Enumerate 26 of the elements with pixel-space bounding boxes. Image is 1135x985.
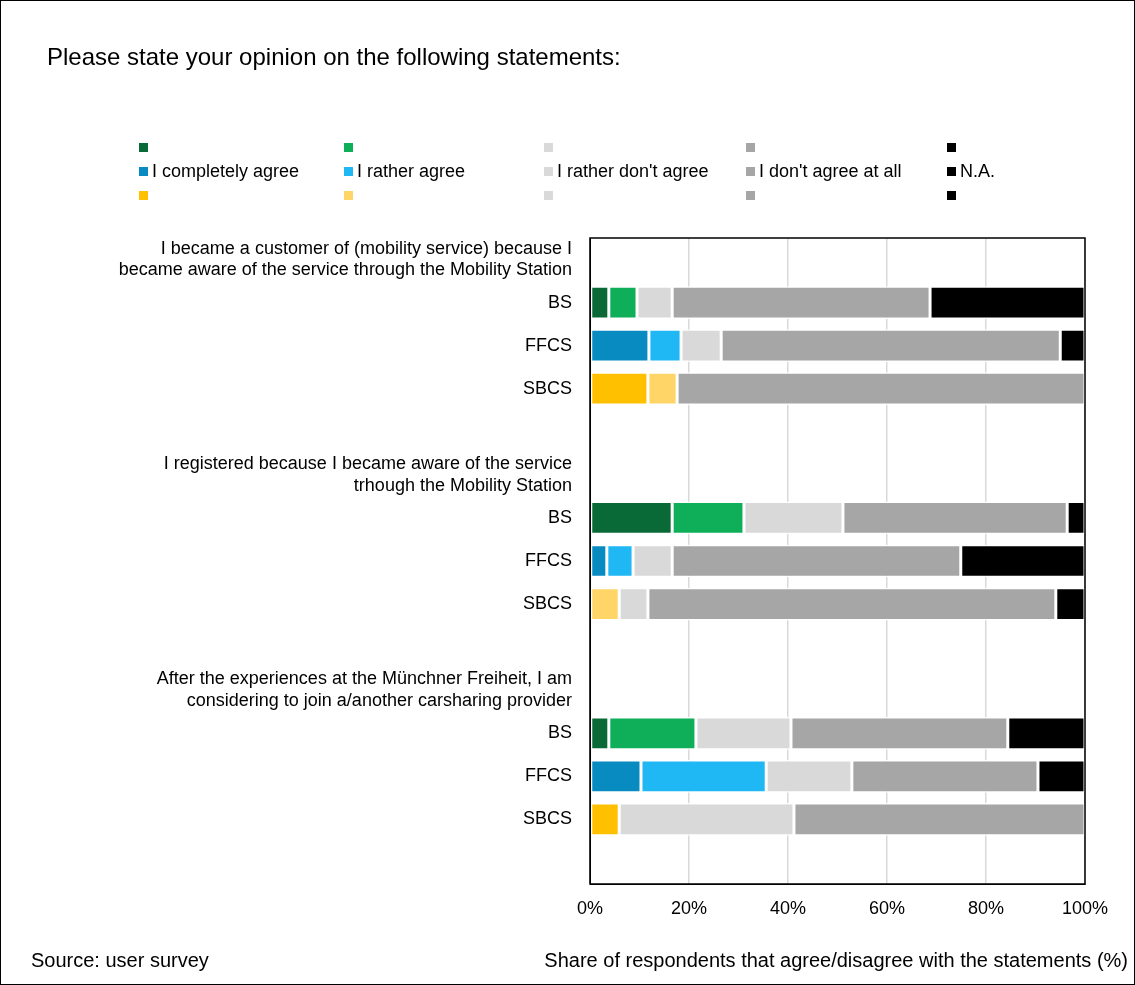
y-tick-label: I became a customer of (mobility service) because I became aware of the service through the Mobility Station xyxy=(118,237,572,280)
y-tick-label: FFCS xyxy=(525,334,572,355)
text: Please state your opinion on the following statements: xyxy=(47,43,621,71)
x-axis-title: Share of respondents that agree/disagree with the statements (%) xyxy=(544,949,1128,972)
y-tick-label: SBCS xyxy=(522,593,572,614)
x-tick-label: 60% xyxy=(868,897,906,918)
x-tick-label: 0% xyxy=(576,897,604,918)
legend-label: N.A. xyxy=(960,161,996,182)
y-tick-label: BS xyxy=(547,722,572,743)
legend-label: I rather don't agree xyxy=(557,161,709,182)
legend-label: I rather agree xyxy=(357,161,466,182)
y-tick-label: FFCS xyxy=(525,765,572,786)
x-tick-label: 100% xyxy=(1061,897,1109,918)
y-tick-label: SBCS xyxy=(522,377,572,398)
y-tick-label: BS xyxy=(547,291,572,312)
legend-label: I don't agree at all xyxy=(759,161,902,182)
y-tick-label: FFCS xyxy=(525,549,572,570)
x-tick-label: 40% xyxy=(769,897,807,918)
y-tick-label: BS xyxy=(547,506,572,527)
y-tick-label: SBCS xyxy=(522,808,572,829)
source-note: Source: user survey xyxy=(31,949,209,972)
x-tick-label: 80% xyxy=(967,897,1005,918)
y-tick-label: I registered because I became aware of the service trhough the Mobility Station xyxy=(163,453,572,495)
y-tick-label: After the experiences at the Münchner Freiheit, I am considering to join a/another carsharing provider xyxy=(156,668,572,710)
x-tick-label: 20% xyxy=(670,897,708,918)
legend-label: I completely agree xyxy=(152,161,300,182)
